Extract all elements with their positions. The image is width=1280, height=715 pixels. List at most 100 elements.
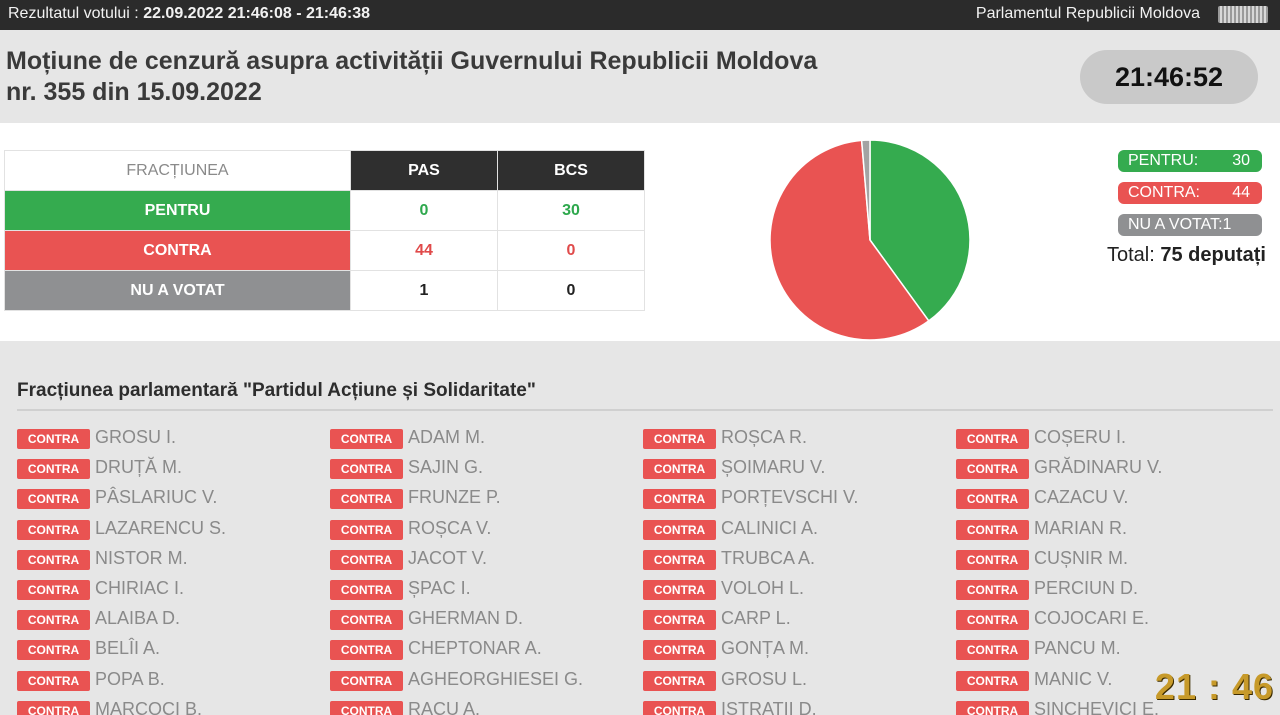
deputy-name: ROȘCA V. [408,517,492,538]
results-row-contra: CONTRA 44 0 [4,230,645,271]
pie-slice-contra [769,139,930,341]
results-panel: FRACȚIUNEA PAS BCS PENTRU 0 30 CONTRA 44… [0,123,1280,341]
deputy-name: MANIC V. [1034,668,1113,689]
pie-slice-nu-a-votat [860,139,871,241]
total-label: Total: [1107,244,1161,266]
deputy-name: GONȚA M. [721,638,810,659]
deputy-name: BELÎI A. [95,638,161,659]
deputy-name: RACU A. [408,698,481,715]
vote-badge-contra: CONTRA [17,459,90,480]
fraction-header: FRACȚIUNEA [4,150,351,191]
vote-badge-contra: CONTRA [330,579,403,600]
faction-section-title: Fracțiunea parlamentară "Partidul Acțiun… [17,380,536,401]
deputy-name: ȘOIMARU V. [721,457,826,478]
vote-badge-contra: CONTRA [643,549,716,570]
vote-badge-contra: CONTRA [330,489,403,510]
vote-badge-contra: CONTRA [956,519,1029,540]
row-label-pentru: PENTRU [4,190,351,231]
deputy-name: JACOT V. [408,547,488,568]
section-divider [17,409,1273,411]
legend-pentru-value: 30 [1232,152,1250,169]
deputy-name: POPA B. [95,668,165,689]
vote-badge-contra: CONTRA [643,489,716,510]
deputy-name: PANCU M. [1034,638,1121,659]
deputy-name: COȘERU I. [1034,427,1127,447]
deputy-name: ȘPAC I. [408,577,471,598]
vote-badge-contra: CONTRA [330,459,403,480]
results-header-row: FRACȚIUNEA PAS BCS [4,150,645,191]
vote-badge-contra: CONTRA [330,670,403,691]
vote-badge-contra: CONTRA [330,549,403,570]
vote-badge-contra: CONTRA [956,610,1029,631]
deputy-name: CARP L. [721,608,791,629]
legend-contra-value: 44 [1232,184,1250,201]
deputy-name: CAZACU V. [1034,487,1129,508]
deputy-name: PÂSLARIUC V. [95,487,218,508]
nuavotat-pas-value: 1 [350,270,498,311]
legend-pentru: PENTRU: 30 [1118,150,1262,172]
deputy-name: TRUBCA A. [721,547,816,568]
deputy-name: PERCIUN D. [1034,577,1139,598]
legend-pentru-label: PENTRU: [1128,152,1199,169]
vote-badge-contra: CONTRA [17,429,90,449]
motion-title-line2: nr. 355 din 15.09.2022 [6,78,262,106]
party-header-pas: PAS [350,150,498,191]
vote-badge-contra: CONTRA [17,700,90,715]
vote-badge-contra: CONTRA [956,700,1029,715]
results-row-pentru: PENTRU 0 30 [4,190,645,231]
total-value: 75 deputați [1160,244,1266,266]
vote-badge-contra: CONTRA [330,519,403,540]
deputy-name: GRĂDINARU V. [1034,457,1163,478]
vote-badge-contra: CONTRA [643,700,716,715]
pentru-pas-value: 0 [350,190,498,231]
parliament-name: Parlamentul Republicii Moldova [975,5,1200,22]
vote-badge-contra: CONTRA [330,640,403,661]
deputy-name: ALAIBA D. [95,608,181,629]
vote-badge-contra: CONTRA [17,489,90,510]
vote-badge-contra: CONTRA [956,489,1029,510]
pie-slice-pentru [869,139,971,322]
pentru-bcs-value: 30 [497,190,645,231]
deputy-name: GROSU L. [721,668,808,689]
legend-contra: CONTRA: 44 [1118,182,1262,204]
vote-pie-chart [769,139,971,341]
deputy-name: GROSU I. [95,427,177,447]
vote-badge-contra: CONTRA [956,640,1029,661]
vote-badge-contra: CONTRA [956,670,1029,691]
deputy-name: CUȘNIR M. [1034,547,1128,568]
contra-bcs-value: 0 [497,230,645,271]
vote-badge-contra: CONTRA [643,670,716,691]
vote-badge-contra: CONTRA [643,429,716,449]
vote-badge-contra: CONTRA [643,610,716,631]
vote-badge-contra: CONTRA [956,579,1029,600]
contra-pas-value: 44 [350,230,498,271]
vote-badge-contra: CONTRA [330,700,403,715]
vote-badge-contra: CONTRA [17,579,90,600]
results-row-nu-a-votat: NU A VOTAT 1 0 [4,270,645,311]
vote-badge-contra: CONTRA [17,640,90,661]
current-time-clock: 21:46:52 [1080,50,1258,104]
deputy-name: NISTOR M. [95,547,188,568]
nuavotat-bcs-value: 0 [497,270,645,311]
vote-badge-contra: CONTRA [330,429,403,449]
deputy-name: CHEPTONAR A. [408,638,542,659]
deputy-name: AGHEORGHIESEI G. [408,668,584,689]
deputy-name: MARCOCI B. [95,698,203,715]
broadcast-clock: 21 : 46 [1154,666,1274,707]
deputy-name: CALINICI A. [721,517,819,538]
vote-badge-contra: CONTRA [956,459,1029,480]
legend-nu-a-votat: NU A VOTAT:1 [1118,214,1262,236]
deputy-name: LAZARENCU S. [95,517,227,538]
party-header-bcs: BCS [497,150,645,191]
legend-contra-label: CONTRA: [1128,184,1200,201]
vote-result-time: Rezultatul votului : 22.09.2022 21:46:08… [8,5,370,23]
deputy-name: ISTRATII D. [721,698,817,715]
top-status-bar: Rezultatul votului : 22.09.2022 21:46:08… [0,0,1280,30]
vote-result-label: Rezultatul votului : [8,5,144,22]
row-label-nu-a-votat: NU A VOTAT [4,270,351,311]
motion-header: Moțiune de cenzură asupra activității Gu… [0,30,1280,123]
deputy-name: COJOCARI E. [1034,608,1150,629]
vote-badge-contra: CONTRA [330,610,403,631]
deputy-name: GHERMAN D. [408,608,524,629]
vote-badge-contra: CONTRA [17,670,90,691]
